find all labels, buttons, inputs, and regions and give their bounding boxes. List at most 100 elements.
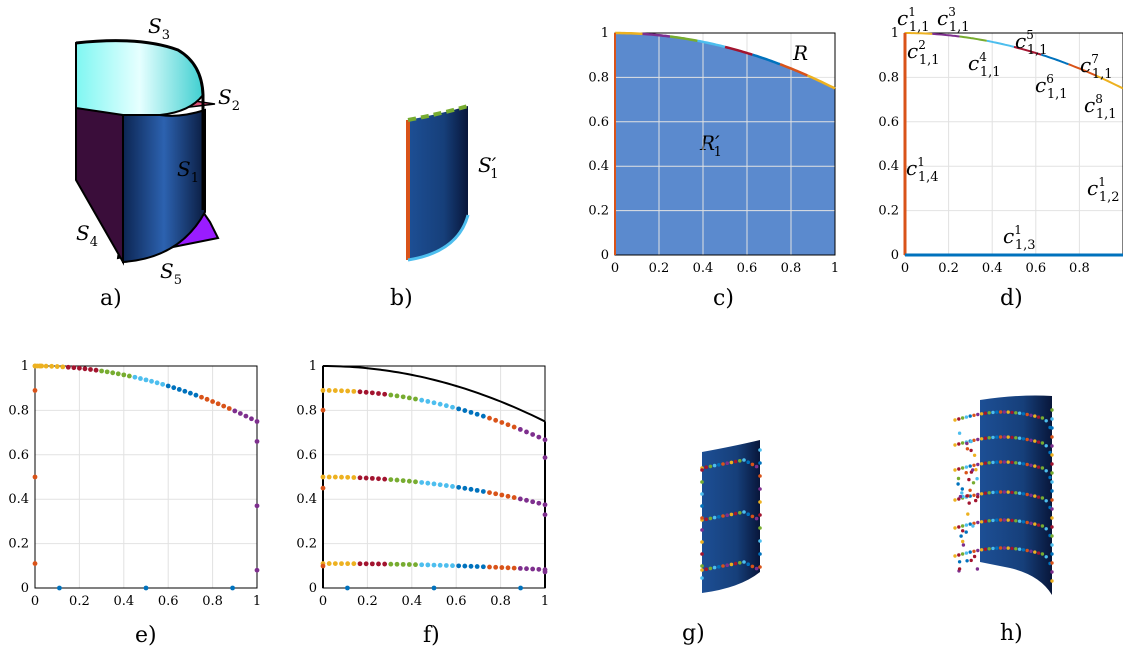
h-point — [1029, 438, 1033, 442]
e-point — [210, 399, 216, 404]
e-point — [65, 364, 71, 370]
e-point — [32, 388, 38, 393]
h-point — [1021, 492, 1026, 496]
f-point — [456, 484, 462, 490]
h-point — [1002, 546, 1007, 550]
h-point — [976, 437, 980, 442]
e-point — [143, 585, 149, 591]
f-point — [517, 566, 523, 571]
h-point — [983, 547, 988, 551]
panel-a-surfaces: S3 S2 S1 S4 S5 a) — [75, 14, 240, 311]
g-point — [700, 564, 704, 568]
panel-label-a: a) — [100, 286, 122, 311]
e-x-tick: 0.4 — [113, 594, 134, 609]
panel-e-plot: e) 0 0.2 0.4 0.6 0.8 1 0 0.2 0.4 0.6 0.8 1 — [8, 359, 261, 648]
g-point — [738, 561, 742, 565]
f-x-tick: 0.4 — [401, 594, 422, 609]
d-x-tick: 0.2 — [938, 261, 959, 276]
g-point — [721, 462, 725, 466]
f-point — [376, 561, 381, 567]
f-point — [499, 420, 505, 425]
h-point — [1002, 410, 1007, 414]
h-point — [1010, 460, 1014, 465]
e-axes-box — [34, 365, 258, 589]
f-point — [326, 388, 332, 393]
h-point — [1033, 550, 1037, 554]
h-point — [1025, 492, 1029, 497]
f-x-tick: 0.8 — [490, 594, 511, 609]
panel-g-surface: g) — [682, 440, 762, 646]
curve-label-3: c4 1,1 — [968, 50, 1001, 80]
h-point — [991, 546, 995, 551]
h-point — [995, 435, 999, 439]
g-point — [758, 487, 762, 491]
f-point — [499, 565, 505, 570]
h-point — [1036, 415, 1041, 419]
h-point — [1040, 552, 1045, 556]
f-point — [332, 388, 338, 393]
f-y-tick: 0.2 — [296, 537, 317, 552]
f-point — [320, 474, 326, 480]
g-point — [758, 539, 762, 543]
f-point — [357, 475, 363, 481]
h-point — [1021, 548, 1026, 552]
h-point — [1048, 475, 1052, 480]
h-point — [1050, 417, 1054, 421]
h-point — [995, 460, 999, 464]
surface-s3 — [75, 39, 205, 116]
f-point — [443, 563, 449, 568]
e-point — [254, 419, 260, 424]
h-point — [1017, 436, 1022, 440]
e-point — [143, 377, 149, 383]
e-point — [204, 396, 210, 402]
h-point — [1050, 507, 1054, 511]
e-point — [43, 363, 49, 369]
f-point — [339, 561, 344, 567]
f-point — [369, 390, 375, 396]
g-point — [758, 461, 762, 465]
h-point — [987, 491, 991, 495]
h-point — [958, 494, 963, 499]
h-point — [971, 524, 975, 528]
c-x-tick: 0.4 — [693, 261, 714, 276]
c-curve-segment — [724, 45, 753, 56]
g-point — [700, 552, 704, 556]
f-point — [400, 561, 406, 567]
d-y-tick: 0 — [891, 248, 899, 263]
h-point — [975, 567, 980, 571]
g-point — [733, 511, 738, 516]
f-point — [480, 413, 486, 419]
e-point — [49, 363, 55, 369]
g-point — [758, 565, 762, 569]
g-point — [754, 516, 759, 521]
f-point — [450, 404, 455, 410]
h-point — [957, 467, 961, 471]
e-y-tick: 0.4 — [8, 492, 29, 507]
d-curve-segment — [1095, 74, 1123, 90]
f-point — [450, 563, 455, 569]
h-point — [964, 551, 969, 555]
d-x-tick: 0 — [901, 261, 909, 276]
f-point — [530, 432, 536, 437]
f-point — [419, 397, 425, 403]
h-point — [1006, 490, 1010, 494]
h-point — [979, 412, 984, 416]
h-point — [1033, 494, 1037, 498]
h-point — [964, 415, 969, 419]
h-point — [1029, 493, 1033, 497]
h-point — [987, 519, 991, 523]
f-point — [536, 500, 542, 506]
d-curve-segment — [959, 35, 987, 42]
h-point — [979, 437, 984, 441]
h-point — [1050, 525, 1054, 529]
f-point — [431, 481, 437, 487]
f-point — [517, 496, 523, 502]
e-point — [254, 503, 260, 509]
f-boundary-curve — [323, 365, 546, 423]
label-s5: S5 — [160, 259, 182, 288]
h-point — [961, 529, 965, 533]
h-point — [957, 417, 961, 421]
h-point — [1050, 543, 1054, 547]
d-curve-segment — [986, 39, 1015, 48]
h-point — [965, 494, 969, 498]
